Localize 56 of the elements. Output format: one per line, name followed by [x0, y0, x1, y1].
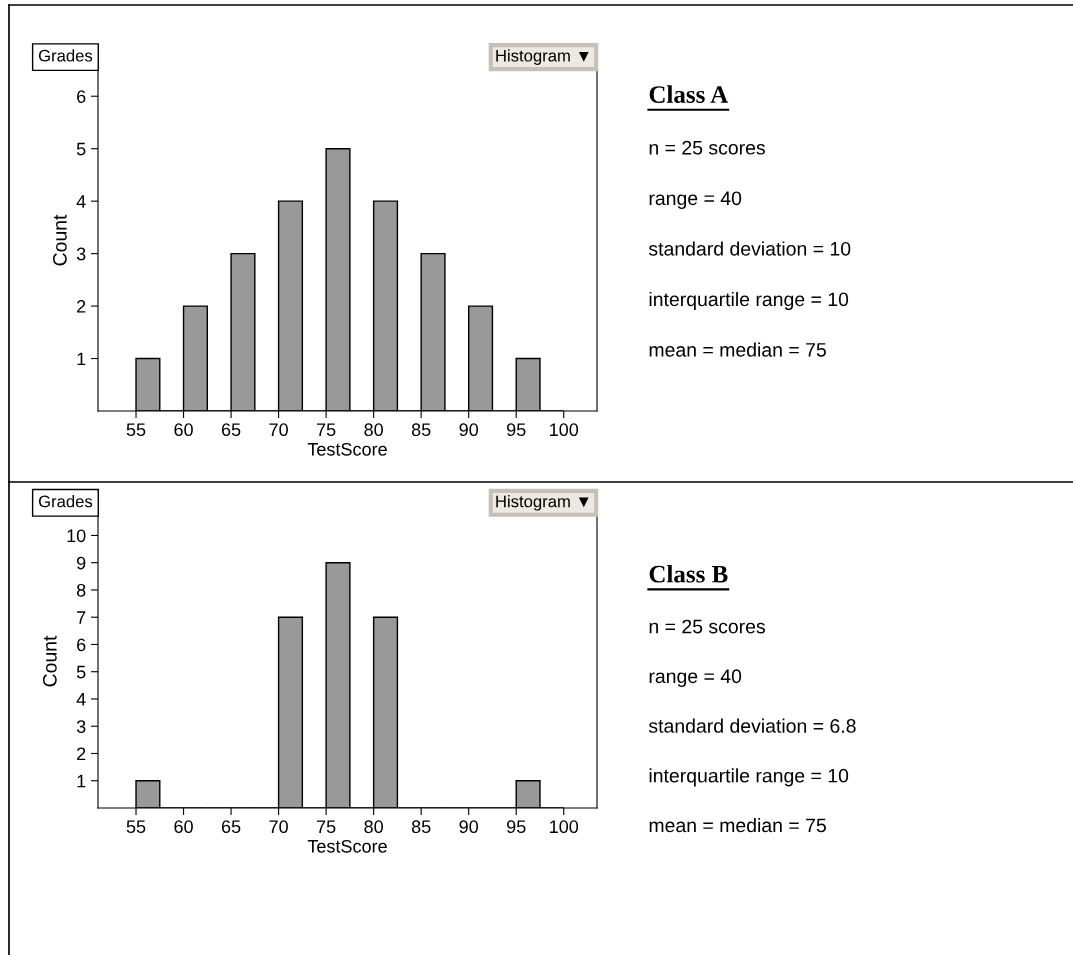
x-tick-label: 60 [174, 423, 193, 437]
text: Class A [649, 85, 729, 103]
x-tick-label: 70 [269, 820, 288, 834]
text: mean = median = 75 [649, 342, 826, 357]
x-tick-label: 55 [126, 820, 146, 834]
text: standard deviation = 6.8 [648, 718, 856, 733]
text: Grades [38, 49, 93, 62]
y-tick-label: 8 [76, 583, 86, 597]
x-tick-label: 85 [411, 423, 431, 437]
x-tick-label: 95 [507, 423, 526, 437]
text: Grades [38, 495, 93, 508]
text: range = 40 [649, 191, 742, 209]
text: standard deviation = 10 [648, 241, 851, 256]
text: mean = median = 75 [649, 818, 826, 833]
x-tick-label: 55 [126, 423, 146, 437]
x-tick-label: 65 [221, 423, 241, 437]
text: Class B [649, 565, 728, 583]
text: n = 25 scores [649, 619, 765, 634]
y-tick-label: 1 [77, 352, 86, 366]
y-tick-label: 4 [76, 693, 86, 706]
y-tick-label: 7 [77, 611, 86, 624]
y-tick-label: 2 [77, 747, 86, 761]
x-tick-label: 90 [459, 820, 479, 834]
x-tick-label: 60 [174, 820, 193, 834]
x-tick-label: 80 [364, 423, 383, 437]
y-tick-label: 3 [76, 720, 86, 733]
y-tick-label: 3 [76, 247, 86, 261]
y-tick-label: 5 [76, 665, 86, 679]
y-tick-label: 9 [77, 556, 86, 570]
text: Histogram ▼ [496, 495, 589, 511]
y-tick-label: 2 [77, 300, 86, 313]
y-axis-title: Count [52, 214, 67, 266]
x-tick-label: 70 [269, 423, 288, 437]
y-axis-title: Count [42, 635, 57, 687]
y-tick-label: 4 [76, 195, 86, 208]
x-tick-label: 75 [317, 423, 336, 437]
y-tick-label: 10 [67, 529, 86, 543]
y-tick-label: 5 [76, 142, 86, 156]
text: n = 25 scores [649, 140, 765, 155]
x-axis-title: TestScore [307, 839, 387, 853]
x-tick-label: 100 [550, 423, 579, 437]
x-tick-label: 65 [221, 820, 241, 834]
y-tick-label: 1 [77, 774, 86, 788]
y-tick-label: 6 [77, 638, 86, 652]
text: Histogram ▼ [496, 49, 589, 65]
text: interquartile range = 10 [649, 291, 849, 311]
x-tick-label: 95 [507, 820, 526, 834]
text: range = 40 [649, 669, 742, 687]
x-tick-label: 80 [364, 820, 383, 834]
x-axis-title: TestScore [307, 442, 387, 456]
y-tick-label: 6 [77, 90, 86, 103]
text: interquartile range = 10 [649, 768, 849, 787]
x-tick-label: 85 [411, 820, 431, 834]
x-tick-label: 100 [550, 820, 579, 834]
x-tick-label: 90 [459, 423, 479, 437]
x-tick-label: 75 [317, 820, 336, 834]
